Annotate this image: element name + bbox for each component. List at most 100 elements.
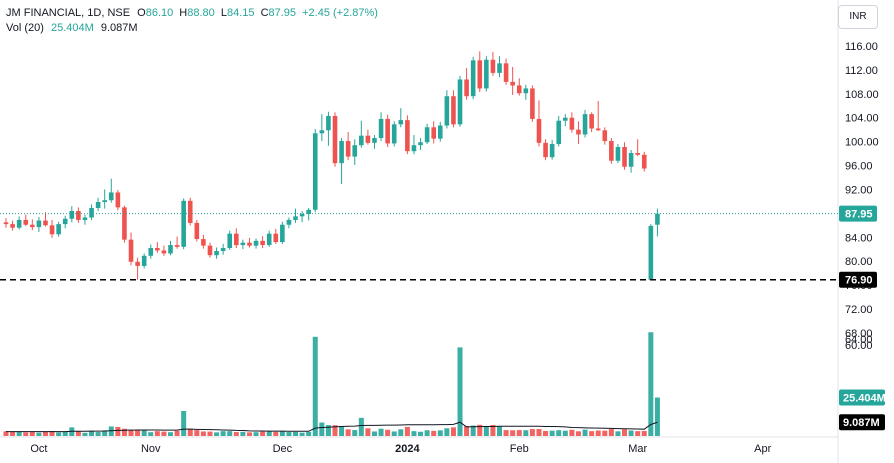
candle[interactable] bbox=[497, 56, 502, 78]
volume-indicator-label[interactable]: Vol (20) bbox=[6, 22, 44, 34]
candle[interactable] bbox=[589, 112, 594, 133]
candle[interactable] bbox=[424, 123, 430, 145]
candle[interactable] bbox=[266, 230, 272, 247]
candle[interactable] bbox=[451, 90, 456, 128]
candle[interactable] bbox=[115, 190, 121, 211]
candle[interactable] bbox=[418, 138, 423, 151]
candle[interactable] bbox=[359, 120, 364, 148]
candle[interactable] bbox=[56, 221, 61, 237]
candle[interactable] bbox=[69, 206, 75, 223]
candle[interactable] bbox=[332, 112, 338, 167]
candle[interactable] bbox=[89, 204, 94, 220]
currency-button[interactable]: INR bbox=[838, 5, 878, 29]
candle[interactable] bbox=[543, 139, 548, 161]
candle[interactable] bbox=[220, 243, 226, 255]
candle[interactable] bbox=[431, 121, 436, 144]
candle[interactable] bbox=[628, 150, 634, 173]
candle[interactable] bbox=[648, 224, 654, 280]
candle[interactable] bbox=[576, 121, 581, 145]
candle[interactable] bbox=[49, 219, 55, 238]
candle[interactable] bbox=[457, 75, 463, 127]
candle[interactable] bbox=[470, 56, 476, 100]
candle[interactable] bbox=[234, 228, 239, 249]
candle[interactable] bbox=[345, 132, 351, 161]
candle[interactable] bbox=[122, 205, 127, 243]
candle[interactable] bbox=[523, 84, 529, 100]
candle[interactable] bbox=[615, 144, 621, 164]
candle[interactable] bbox=[391, 121, 397, 147]
candle[interactable] bbox=[280, 221, 285, 244]
candle[interactable] bbox=[76, 207, 81, 223]
candle[interactable] bbox=[372, 135, 377, 149]
candle[interactable] bbox=[214, 247, 219, 259]
candle[interactable] bbox=[128, 232, 134, 266]
candle[interactable] bbox=[108, 178, 114, 203]
candle[interactable] bbox=[635, 139, 640, 156]
candle[interactable] bbox=[155, 242, 160, 253]
candle[interactable] bbox=[641, 151, 647, 172]
candle[interactable] bbox=[609, 138, 614, 164]
candle[interactable] bbox=[484, 56, 489, 92]
candle[interactable] bbox=[260, 236, 265, 249]
candle[interactable] bbox=[339, 138, 344, 185]
candle[interactable] bbox=[16, 216, 22, 230]
candle[interactable] bbox=[516, 78, 522, 96]
candle[interactable] bbox=[405, 115, 410, 155]
candle[interactable] bbox=[595, 100, 601, 131]
time-axis[interactable]: Oct Nov Dec 2024 Feb Mar Apr bbox=[30, 443, 771, 455]
candle[interactable] bbox=[503, 58, 509, 85]
candle[interactable] bbox=[536, 100, 542, 147]
candle[interactable] bbox=[510, 66, 515, 96]
candle[interactable] bbox=[141, 253, 147, 269]
candle[interactable] bbox=[43, 212, 48, 227]
candle[interactable] bbox=[398, 108, 404, 128]
candle[interactable] bbox=[293, 208, 298, 223]
candle[interactable] bbox=[490, 51, 496, 76]
candle[interactable] bbox=[437, 121, 443, 142]
candle[interactable] bbox=[95, 197, 101, 211]
candle[interactable] bbox=[549, 139, 555, 160]
candle[interactable] bbox=[326, 111, 331, 146]
candle[interactable] bbox=[207, 242, 213, 258]
candle[interactable] bbox=[582, 109, 588, 138]
candle[interactable] bbox=[312, 129, 318, 213]
candle[interactable] bbox=[3, 218, 9, 228]
candle[interactable] bbox=[286, 217, 292, 229]
symbol-title[interactable]: JM FINANCIAL, 1D, NSE bbox=[6, 7, 131, 19]
candle[interactable] bbox=[62, 215, 68, 229]
candle[interactable] bbox=[464, 68, 469, 100]
candle[interactable] bbox=[563, 114, 568, 127]
candle[interactable] bbox=[174, 236, 180, 249]
candle[interactable] bbox=[477, 51, 483, 93]
candle[interactable] bbox=[102, 189, 107, 209]
candle[interactable] bbox=[385, 114, 390, 148]
candle[interactable] bbox=[411, 135, 417, 155]
candles[interactable] bbox=[3, 51, 660, 280]
candle[interactable] bbox=[365, 129, 371, 145]
candle[interactable] bbox=[82, 214, 88, 225]
candle[interactable] bbox=[253, 238, 259, 249]
candle[interactable] bbox=[299, 210, 305, 223]
candle[interactable] bbox=[168, 240, 173, 256]
candle[interactable] bbox=[273, 228, 279, 244]
candle[interactable] bbox=[30, 219, 35, 231]
candle[interactable] bbox=[247, 237, 252, 248]
candle[interactable] bbox=[181, 198, 186, 250]
candle[interactable] bbox=[23, 214, 29, 226]
candle[interactable] bbox=[194, 219, 200, 242]
candle[interactable] bbox=[240, 239, 246, 250]
candle[interactable] bbox=[187, 197, 193, 226]
candle[interactable] bbox=[530, 85, 535, 122]
candle[interactable] bbox=[378, 112, 384, 142]
candle[interactable] bbox=[444, 90, 450, 129]
candle[interactable] bbox=[569, 112, 575, 133]
candle[interactable] bbox=[655, 208, 660, 237]
candle[interactable] bbox=[161, 245, 167, 256]
candle[interactable] bbox=[306, 207, 311, 221]
candle[interactable] bbox=[556, 115, 562, 147]
candle[interactable] bbox=[10, 220, 15, 231]
candle[interactable] bbox=[201, 234, 206, 249]
candle[interactable] bbox=[622, 142, 627, 170]
candle[interactable] bbox=[227, 230, 233, 250]
